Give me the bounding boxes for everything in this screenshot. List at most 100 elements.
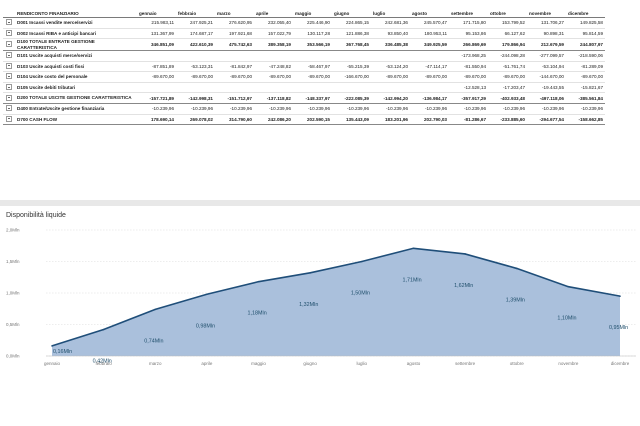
table-cell: 475.742,63 [215,38,254,51]
x-tick-label: luglio [357,361,368,366]
collapse-box-icon[interactable] [6,52,12,59]
table-cell: 183.201,96 [371,113,410,126]
table-row[interactable]: D104 Uscite costo del personale -89.670,0… [3,71,605,83]
collapse-box-icon[interactable] [6,84,12,91]
data-label: 1,39Mln [506,297,525,303]
table-cell [332,50,371,62]
data-point[interactable] [102,328,105,331]
table-row[interactable]: D103 Uscite acquisti costi fissi -87.851,… [3,61,605,73]
collapse-box-icon[interactable] [6,115,12,122]
x-tick-label: giugno [303,361,317,366]
table-cell: -142.998,31 [176,92,215,104]
table-cell: -89.670,00 [293,71,332,83]
expand-row-icon[interactable] [3,71,15,83]
table-cell: 174.687,17 [176,28,215,40]
data-point[interactable] [257,280,260,283]
expand-row-icon[interactable] [3,17,15,29]
data-label: 1,71Mln [402,277,421,283]
expand-row-icon[interactable] [3,82,15,94]
table-cell: -87.851,89 [137,61,176,73]
data-point[interactable] [464,253,466,255]
collapse-box-icon[interactable] [6,29,12,36]
table-cell: 353.566,19 [293,38,332,51]
data-point[interactable] [361,260,363,263]
table-cell: -148.337,97 [293,92,332,104]
month-header-marzo: marzo [215,6,254,18]
table-row[interactable]: D400 Entrate/Uscite gestione finanziaria… [3,103,605,115]
table-row[interactable]: D105 Uscite debiti tributari -12.528,13 -1… [3,82,605,94]
expand-row-icon[interactable] [3,61,15,73]
table-cell: -10.239,96 [293,103,332,115]
month-header-aprile: aprile [254,6,293,18]
table-cell: -55.215,39 [332,61,371,73]
table-cell [254,82,293,94]
table-cell: -222.085,39 [332,92,371,104]
collapse-box-icon[interactable] [6,105,12,112]
data-label: 1,50Mln [351,291,370,297]
data-label: 1,10Mln [557,316,576,322]
data-point[interactable] [515,267,518,270]
table-header-row: RENDICONTO FINANZIARIO gennaio febbraio ma… [3,6,605,18]
data-point[interactable] [309,272,311,274]
expand-column-header [3,6,15,18]
table-cell: -233.885,60 [488,113,527,126]
table-cell: -81.842,97 [215,61,254,73]
data-point[interactable] [412,247,415,250]
collapse-box-icon[interactable] [6,94,12,101]
data-label: 0,98Mln [196,323,215,329]
table-row[interactable]: D002 Incassi RIBA e anticipi bancari 131.… [3,28,605,40]
data-point[interactable] [567,285,570,288]
table-cell: -10.239,96 [488,103,527,115]
expand-row-icon[interactable] [3,38,15,51]
collapse-box-icon[interactable] [6,41,12,48]
expand-row-icon[interactable] [3,50,15,62]
data-label: 0,16Mln [53,349,72,355]
data-point[interactable] [619,295,621,297]
expand-row-icon[interactable] [3,28,15,40]
liquidity-area-chart: 0,0Mln 0,5Mln 1,0Mln 1,5Mln 2,0Mln 0,16Mln gen… [6,228,636,366]
table-cell: -53.123,31 [176,61,215,73]
y-tick-label: 2,0Mln [6,228,20,233]
expand-row-icon[interactable] [3,103,15,115]
chart-title: Disponibilità liquide [6,212,66,219]
collapse-box-icon[interactable] [6,19,12,26]
month-header-febbraio: febbraio [176,6,215,18]
table-cell: 180.953,11 [410,28,449,40]
row-label: D001 Incassi vendite merce/servizi [15,17,137,29]
y-tick-label: 1,5Mln [6,259,20,264]
data-point[interactable] [154,308,157,311]
table-cell: 224.865,15 [332,17,371,29]
table-cell [215,50,254,62]
collapse-box-icon[interactable] [6,73,12,80]
liquidity-chart-panel: Disponibilità liquide 0,0Mln 0,5Mln 1,0Mln… [0,206,640,426]
table-cell: 95.153,86 [449,28,488,40]
data-point[interactable] [206,293,208,296]
month-header-gennaio: gennaio [137,6,176,18]
table-cell: -497.118,06 [527,92,566,104]
x-tick-label: maggio [251,361,266,366]
row-label: D200 TOTALE USCITE GESTIONE CARATTERISTI… [15,92,137,104]
table-row[interactable]: D101 Uscite acquisti merce/servizi -173.9… [3,50,605,62]
table-cell: 422.610,39 [176,38,215,51]
table-cell: 153.799,52 [488,17,527,29]
collapse-box-icon[interactable] [6,62,12,69]
table-cell [254,50,293,62]
table-cell [371,50,410,62]
table-cell: -144.670,00 [527,71,566,83]
table-row[interactable]: D200 TOTALE USCITE GESTIONE CARATTERISTI… [3,92,605,104]
table-row[interactable]: D001 Incassi vendite merce/servizi 215.98… [3,17,605,29]
month-header-dicembre: dicembre [566,6,605,18]
x-tick-label: aprile [201,361,213,366]
table-row[interactable]: D100 TOTALE ENTRATE GESTIONE CARATTERIST… [3,38,605,51]
data-point[interactable] [51,345,53,347]
table-row[interactable]: D700 CASH FLOW 178.690,14 269.078,02 314.79… [3,113,605,126]
expand-row-icon[interactable] [3,113,15,126]
month-header-settembre: settembre [449,6,488,18]
row-label: D104 Uscite costo del personale [15,71,137,83]
month-header-maggio: maggio [293,6,332,18]
expand-row-icon[interactable] [3,92,15,104]
table-cell: -10.239,96 [371,103,410,115]
table-cell: -244.098,28 [488,50,527,62]
table-cell: -47.248,82 [254,61,293,73]
table-cell: 215.983,11 [137,17,176,29]
